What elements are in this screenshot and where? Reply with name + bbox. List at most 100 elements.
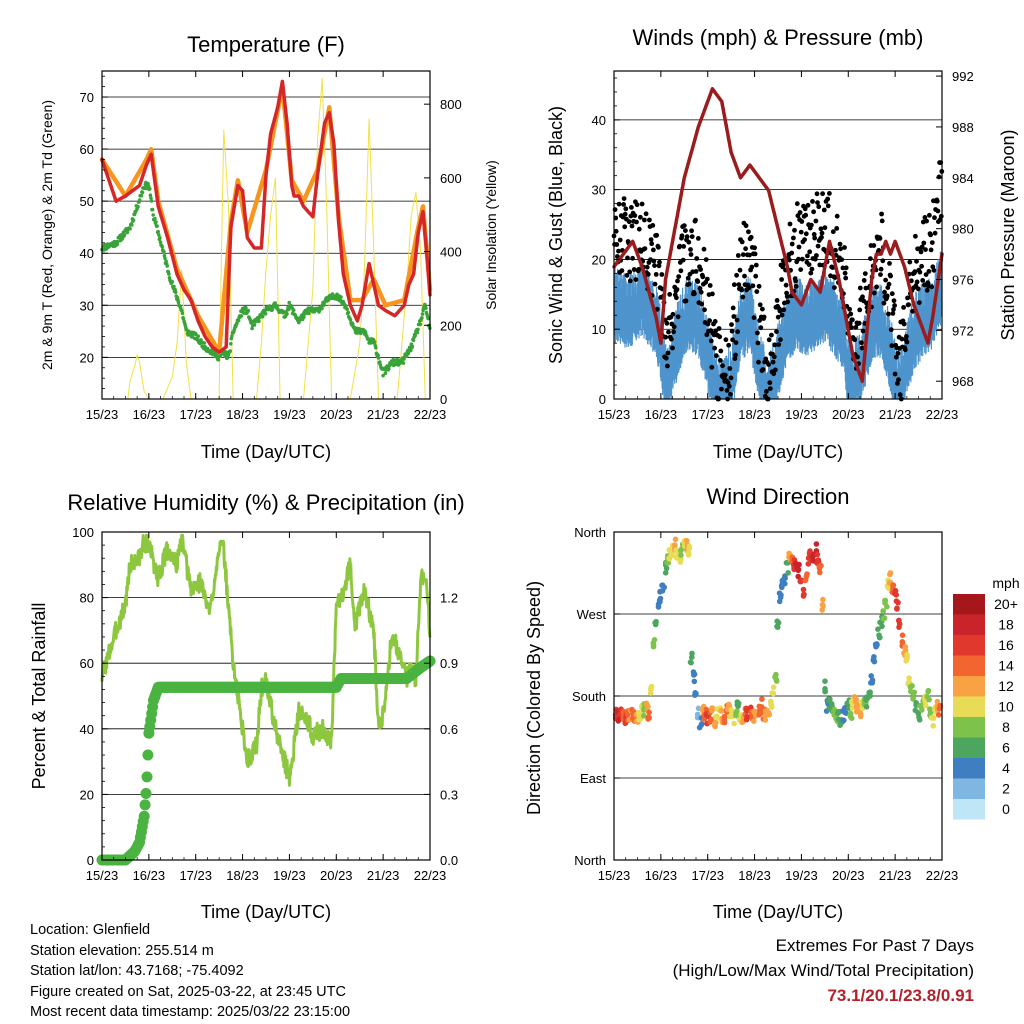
x-tick-label: 18/23 bbox=[226, 407, 259, 422]
dewpoint-dot bbox=[176, 300, 181, 305]
gust-dot bbox=[671, 324, 677, 330]
gust-dot bbox=[883, 277, 888, 283]
direction-dot bbox=[822, 678, 828, 684]
gust-dot bbox=[886, 281, 892, 287]
dewpoint-dot bbox=[424, 306, 428, 311]
x-tick-label: 21/23 bbox=[879, 868, 912, 883]
direction-dot bbox=[887, 571, 893, 578]
winds-y2-ticks: 968 972 976 980 984 988 992 bbox=[936, 69, 974, 389]
direction-dot bbox=[835, 709, 841, 715]
temperature-y-ticks: 20 30 40 50 60 70 bbox=[80, 75, 108, 400]
humidity-x-ticks: 15/23 16/23 17/23 18/23 19/23 20/23 21/23 22/23 bbox=[86, 532, 447, 883]
x-tick-label: 16/23 bbox=[645, 407, 678, 422]
gust-dot bbox=[693, 269, 699, 274]
gust-dot bbox=[848, 311, 854, 317]
dewpoint-dot bbox=[167, 272, 171, 276]
dewpoint-dot bbox=[383, 371, 388, 376]
gust-dot bbox=[834, 213, 840, 219]
temperature-grid bbox=[102, 96, 430, 358]
dewpoint-dot bbox=[148, 187, 152, 191]
gust-dot bbox=[693, 217, 698, 223]
gust-dot bbox=[656, 263, 662, 269]
gust-dot bbox=[767, 380, 773, 386]
legend-label: 20+ bbox=[994, 596, 1018, 612]
dewpoint-dot bbox=[345, 307, 350, 312]
x-tick-label: 15/23 bbox=[86, 868, 119, 883]
dewpoint-dot bbox=[246, 308, 250, 313]
gust-dot bbox=[920, 278, 926, 283]
gust-dot bbox=[712, 345, 717, 351]
gust-dot bbox=[648, 237, 654, 243]
humidity-y-ticks: 0 20 40 60 80 100 bbox=[72, 525, 108, 868]
direction-dot bbox=[813, 541, 820, 547]
gust-dot bbox=[644, 264, 650, 270]
gust-dot bbox=[694, 256, 700, 261]
dewpoint-dot bbox=[408, 348, 413, 353]
gust-dot bbox=[727, 366, 733, 371]
gust-dot bbox=[720, 363, 725, 369]
gust-dot bbox=[753, 273, 759, 279]
y2-tick-label: 992 bbox=[952, 69, 974, 84]
legend-swatch bbox=[953, 758, 985, 779]
direction-dot bbox=[896, 621, 903, 627]
gust-dot bbox=[629, 223, 635, 229]
gust-dot bbox=[798, 267, 804, 272]
dewpoint-dot bbox=[157, 233, 161, 237]
gust-dot bbox=[771, 371, 777, 377]
gust-dot bbox=[616, 201, 622, 207]
extremes-box: Extremes For Past 7 Days (High/Low/Max W… bbox=[673, 933, 974, 1008]
gust-dot bbox=[934, 198, 940, 204]
gust-dot bbox=[876, 248, 882, 253]
direction-dot bbox=[868, 673, 874, 679]
gust-dot bbox=[819, 230, 825, 236]
gust-dot bbox=[805, 202, 811, 208]
gust-dot bbox=[857, 307, 863, 313]
gust-dot bbox=[918, 249, 924, 255]
direction-dot bbox=[840, 717, 846, 723]
gust-dot bbox=[787, 257, 792, 263]
gust-dot bbox=[914, 258, 919, 264]
gust-dot bbox=[881, 300, 887, 306]
winds-series bbox=[611, 87, 945, 402]
direction-dot bbox=[774, 618, 780, 624]
legend-swatch bbox=[953, 655, 985, 676]
gust-dot bbox=[769, 332, 774, 338]
gust-dot bbox=[616, 248, 621, 254]
direction-dot bbox=[636, 716, 642, 723]
gust-dot bbox=[704, 332, 710, 338]
gust-dot bbox=[779, 312, 785, 318]
gust-dot bbox=[704, 276, 710, 282]
direction-dot bbox=[785, 570, 791, 576]
y2-tick-label: 400 bbox=[440, 245, 462, 260]
dewpoint-dot bbox=[416, 327, 420, 332]
gust-dot bbox=[735, 329, 741, 335]
direction-dot bbox=[814, 551, 821, 558]
direction-dot bbox=[678, 552, 684, 558]
gust-dot bbox=[820, 191, 825, 197]
gust-dot bbox=[856, 320, 862, 326]
gust-dot bbox=[669, 336, 674, 342]
gust-dot bbox=[868, 256, 873, 261]
dewpoint-dot bbox=[226, 353, 231, 357]
gust-dot bbox=[686, 239, 692, 245]
humidity-y2-ticks: 0.0 0.3 0.6 0.9 1.2 bbox=[424, 591, 458, 868]
direction-dot bbox=[651, 637, 658, 643]
direction-dot bbox=[880, 608, 886, 615]
gust-dot bbox=[700, 274, 706, 280]
dewpoint-dot bbox=[381, 373, 385, 378]
x-tick-label: 21/23 bbox=[367, 407, 400, 422]
gust-dot bbox=[899, 336, 905, 342]
gust-dot bbox=[665, 350, 671, 356]
winds-title: Winds (mph) & Pressure (mb) bbox=[633, 25, 924, 50]
direction-dot bbox=[735, 700, 742, 707]
gust-dot bbox=[752, 245, 757, 251]
gust-dot bbox=[627, 278, 633, 284]
dewpoint-dot bbox=[148, 193, 153, 197]
dewpoint-dot bbox=[230, 334, 234, 338]
y-tick-label: 30 bbox=[592, 183, 606, 198]
y-tick-label: 40 bbox=[80, 722, 94, 737]
dewpoint-dot bbox=[263, 312, 268, 316]
x-tick-label: 18/23 bbox=[738, 407, 771, 422]
x-tick-label: 15/23 bbox=[86, 407, 119, 422]
x-tick-label: 22/23 bbox=[414, 868, 447, 883]
